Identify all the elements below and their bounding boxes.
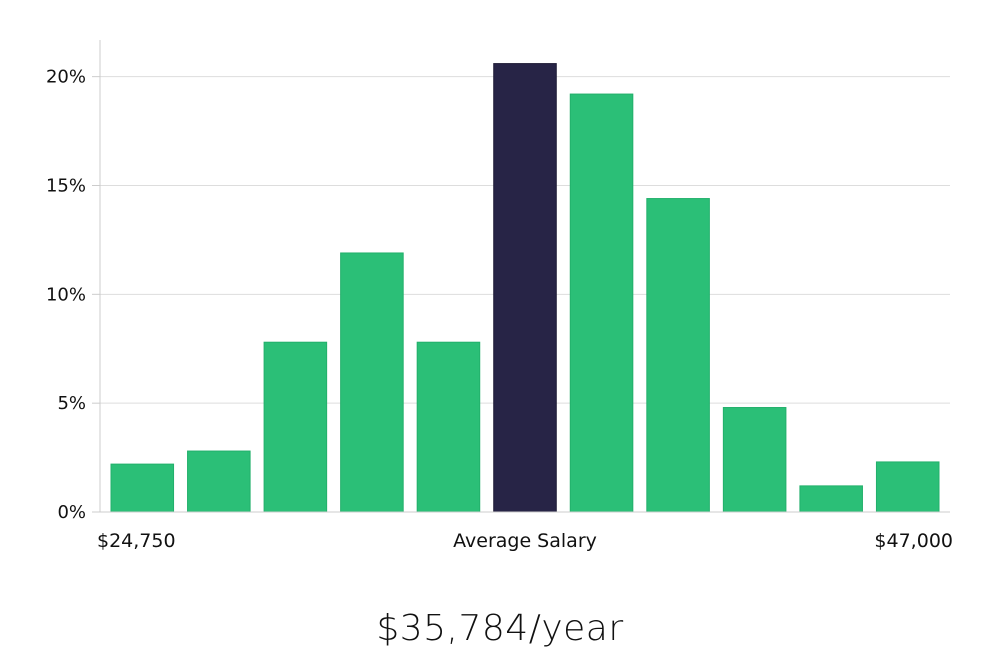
- x-min-label: $24,750: [97, 530, 176, 552]
- average-salary-value: $35,784/year: [376, 608, 624, 649]
- bar: [722, 407, 787, 513]
- histogram-bars: [110, 63, 940, 513]
- x-max-label: $47,000: [874, 530, 953, 552]
- bar: [416, 341, 481, 513]
- bar: [110, 463, 175, 513]
- y-tick-label: 0%: [57, 502, 86, 523]
- x-axis-title: Average Salary: [453, 530, 597, 552]
- bar: [569, 93, 634, 513]
- y-tick-labels: 0% 5% 10% 15% 20%: [46, 67, 100, 523]
- bar: [263, 341, 328, 513]
- y-tick-label: 5%: [57, 393, 86, 414]
- y-tick-label: 10%: [46, 284, 86, 305]
- bar: [875, 461, 940, 513]
- bar-average-salary: [493, 63, 557, 513]
- bar: [799, 485, 863, 513]
- y-tick-label: 20%: [46, 67, 86, 88]
- bar: [187, 450, 251, 513]
- y-tick-label: 15%: [46, 175, 86, 196]
- bar: [646, 198, 710, 513]
- bar: [340, 252, 404, 513]
